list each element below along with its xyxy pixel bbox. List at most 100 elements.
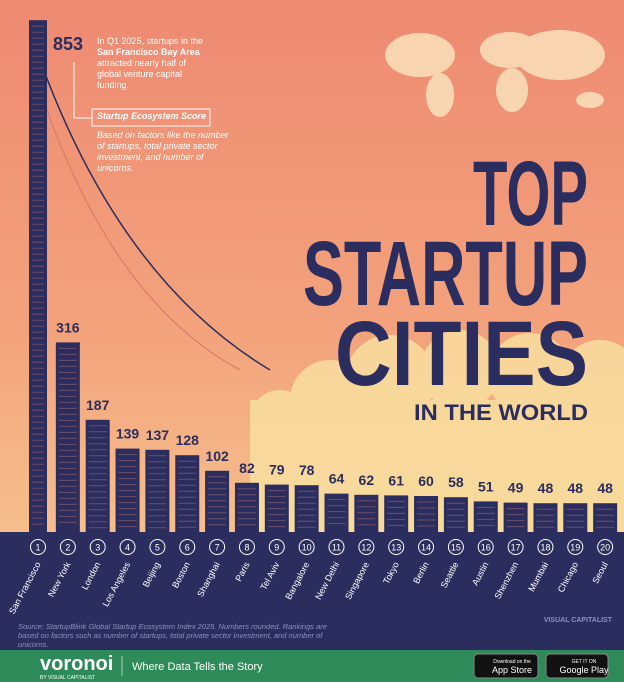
rank-circle <box>238 539 255 555</box>
rank: 6 <box>185 543 190 553</box>
building <box>443 497 468 532</box>
rank: 14 <box>421 543 431 553</box>
building <box>533 503 558 532</box>
building <box>473 501 498 532</box>
building <box>324 493 349 532</box>
building <box>414 496 439 532</box>
subtitle: IN THE WORLD <box>414 400 588 425</box>
value-label: 102 <box>205 448 229 464</box>
tagline: Where Data Tells the Story <box>132 661 263 673</box>
rank: 13 <box>391 543 401 553</box>
building <box>593 503 618 532</box>
bridge-cable <box>39 89 241 371</box>
rank: 10 <box>302 543 312 553</box>
world-map <box>385 30 605 117</box>
bridge-cable <box>39 59 271 371</box>
building <box>264 484 289 532</box>
rank-circle <box>30 539 46 555</box>
value-label: 61 <box>388 472 404 488</box>
rank-circle <box>119 539 136 555</box>
value-label: 137 <box>146 427 170 443</box>
building <box>55 342 80 532</box>
rank-circle <box>89 539 106 555</box>
building <box>294 485 319 532</box>
value-label: 139 <box>116 426 140 442</box>
rank-circle <box>328 539 345 555</box>
annotation: In Q1 2025, startups in the San Francisc… <box>97 36 207 91</box>
app-store-label: App Store <box>492 665 532 675</box>
annotation-text: In Q1 2025, startups in the <box>97 36 204 46</box>
value-label: 51 <box>478 478 494 494</box>
rank: 4 <box>125 543 130 553</box>
value-label: 79 <box>269 462 285 478</box>
rank-circle <box>477 539 494 555</box>
rank-circle <box>149 539 166 555</box>
building <box>384 495 409 532</box>
rank-circle <box>597 539 614 555</box>
rank-circle <box>447 539 464 555</box>
rank-circle <box>268 539 285 555</box>
brand: voronoi <box>40 653 113 675</box>
rank: 12 <box>361 543 371 553</box>
source: Source: StartupBlink Global Startup Ecos… <box>18 622 327 649</box>
building <box>115 448 140 532</box>
rank-circle <box>537 539 554 555</box>
value-label: 62 <box>359 472 375 488</box>
building <box>234 482 259 532</box>
title: CITIES <box>335 303 588 405</box>
value-label: 58 <box>448 474 464 490</box>
google-play-label: Google Play <box>559 665 609 675</box>
title: TOP <box>473 143 588 245</box>
rank-circle <box>209 539 226 555</box>
value-label: 48 <box>597 480 613 496</box>
rank: 5 <box>155 543 160 553</box>
rank: 11 <box>332 543 341 553</box>
title: STARTUP <box>303 223 588 325</box>
publisher: VISUAL CAPITALIST <box>544 617 613 624</box>
building <box>29 20 47 532</box>
rank: 17 <box>511 543 521 553</box>
app-store-small: Download on the <box>493 659 531 665</box>
rank: 19 <box>570 543 580 553</box>
annotation-text: attracted nearly half of global venture … <box>97 58 187 90</box>
google-play-button[interactable] <box>545 653 609 679</box>
rank: 8 <box>244 543 249 553</box>
rank: 9 <box>274 543 279 553</box>
rank-circle <box>358 539 375 555</box>
rank-circle <box>59 539 76 555</box>
rank: 1 <box>35 543 40 553</box>
value-label: 64 <box>329 471 345 487</box>
building <box>145 449 170 532</box>
brand-sub: BY VISUAL CAPITALIST <box>40 675 95 681</box>
building <box>175 455 200 532</box>
legend-box <box>91 108 211 127</box>
building <box>503 502 528 532</box>
rank: 15 <box>451 543 461 553</box>
value-label: 48 <box>538 480 554 496</box>
legend-text: Based on factors like the number of star… <box>97 130 229 173</box>
value-label: 49 <box>508 480 524 496</box>
value-label: 78 <box>299 462 315 478</box>
rank-circle <box>418 539 435 555</box>
value-label: 48 <box>568 480 584 496</box>
rank: 7 <box>215 543 220 553</box>
building <box>563 503 588 532</box>
rank-circle <box>388 539 405 555</box>
rank: 3 <box>95 543 100 553</box>
rank: 18 <box>540 543 550 553</box>
app-store-button[interactable] <box>473 653 539 679</box>
rank: 2 <box>65 543 70 553</box>
value-label: 853 <box>53 34 83 54</box>
building <box>205 470 230 532</box>
rank-circle <box>298 539 315 555</box>
rank: 20 <box>600 543 610 553</box>
rank-circle <box>179 539 196 555</box>
building <box>85 419 110 532</box>
google-play-small: GET IT ON <box>572 659 597 665</box>
legend-title: Startup Ecosystem Score <box>97 111 207 121</box>
value-label: 128 <box>176 432 200 448</box>
value-label: 60 <box>418 473 434 489</box>
value-label: 316 <box>56 319 80 335</box>
